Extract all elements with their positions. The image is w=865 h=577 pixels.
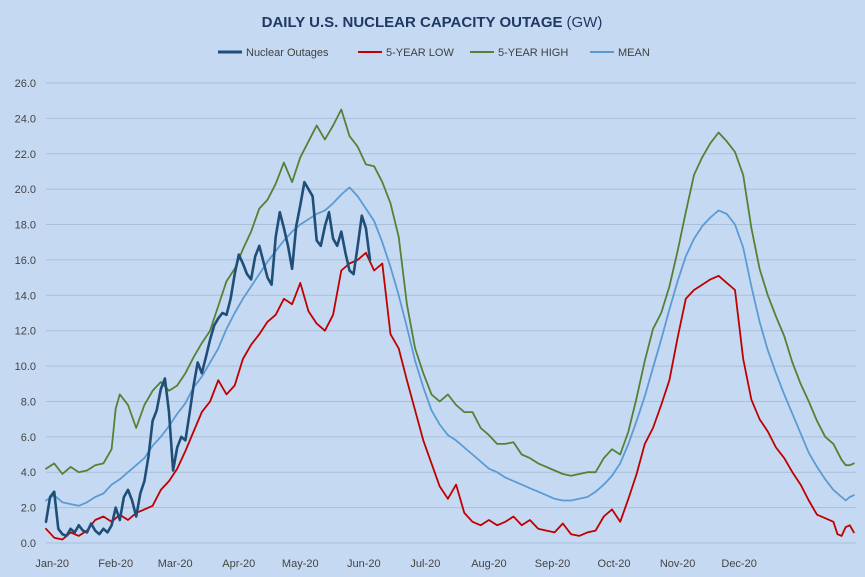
legend-label: 5-YEAR LOW (386, 47, 454, 59)
x-tick-label: Aug-20 (471, 558, 506, 570)
series-line-mean (45, 186, 855, 507)
y-tick-label: 26.0 (15, 78, 36, 90)
chart-title-main: DAILY U.S. NUCLEAR CAPACITY OUTAGE (262, 14, 563, 31)
x-tick-label: Feb-20 (98, 558, 133, 570)
x-tick-label: Jun-20 (347, 558, 381, 570)
legend-item-5-year-low: 5-YEAR LOW (358, 47, 454, 59)
grid-lines (46, 82, 856, 544)
legend-item-mean: MEAN (590, 47, 650, 59)
y-tick-label: 2.0 (21, 503, 36, 515)
y-tick-label: 18.0 (15, 220, 36, 232)
y-tick-label: 22.0 (15, 149, 36, 161)
legend-label: Nuclear Outages (246, 47, 329, 59)
legend: Nuclear Outages 5-YEAR LOW 5-YEAR HIGH MEAN (218, 47, 650, 59)
x-tick-label: Oct-20 (598, 558, 631, 570)
y-tick-label: 8.0 (21, 396, 36, 408)
series-lines (44, 108, 855, 541)
series-line-5-year-high (45, 108, 855, 477)
x-tick-label: May-20 (282, 558, 319, 570)
x-tick-label: Jul-20 (410, 558, 440, 570)
y-tick-label: 24.0 (15, 113, 36, 125)
x-tick-label: Sep-20 (535, 558, 570, 570)
y-tick-label: 4.0 (21, 467, 36, 479)
legend-label: MEAN (618, 47, 650, 59)
y-tick-label: 20.0 (15, 184, 36, 196)
series-line-5-year-low (45, 251, 855, 541)
y-tick-label: 10.0 (15, 361, 36, 373)
x-tick-label: Dec-20 (721, 558, 756, 570)
x-tick-label: Jan-20 (35, 558, 69, 570)
chart-title: DAILY U.S. NUCLEAR CAPACITY OUTAGE (GW) (262, 14, 603, 31)
y-tick-label: 6.0 (21, 432, 36, 444)
y-tick-label: 14.0 (15, 290, 36, 302)
y-tick-label: 0.0 (21, 538, 36, 550)
x-tick-label: Apr-20 (222, 558, 255, 570)
legend-label: 5-YEAR HIGH (498, 47, 568, 59)
legend-item-5-year-high: 5-YEAR HIGH (470, 47, 568, 59)
y-tick-label: 16.0 (15, 255, 36, 267)
series-line-nuclear-outages (44, 180, 372, 538)
axes: 0.0 2.0 4.0 6.0 8.0 10.0 12.0 14.0 16.0 18.0 20.0 2… (15, 78, 757, 570)
x-tick-label: Nov-20 (660, 558, 695, 570)
legend-item-nuclear-outages: Nuclear Outages (218, 47, 329, 59)
x-tick-label: Mar-20 (158, 558, 193, 570)
y-tick-label: 12.0 (15, 326, 36, 338)
chart-title-unit: (GW) (567, 14, 603, 31)
